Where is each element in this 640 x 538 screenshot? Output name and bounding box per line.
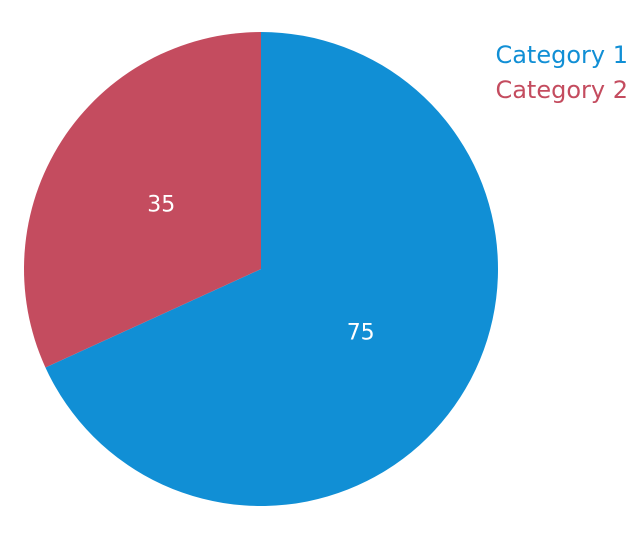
slice-value-label-2: 35	[147, 192, 175, 217]
legend-entry-1: Category 1	[495, 41, 628, 69]
slice-value-label-1: 75	[347, 321, 375, 346]
pie-slices	[24, 32, 499, 506]
pie-slice-1	[45, 32, 499, 506]
slice-labels: 75 35	[147, 192, 374, 345]
pie-slice-2	[24, 32, 261, 368]
legend: Category 1 Category 2	[495, 41, 628, 104]
legend-entry-2: Category 2	[495, 76, 628, 104]
